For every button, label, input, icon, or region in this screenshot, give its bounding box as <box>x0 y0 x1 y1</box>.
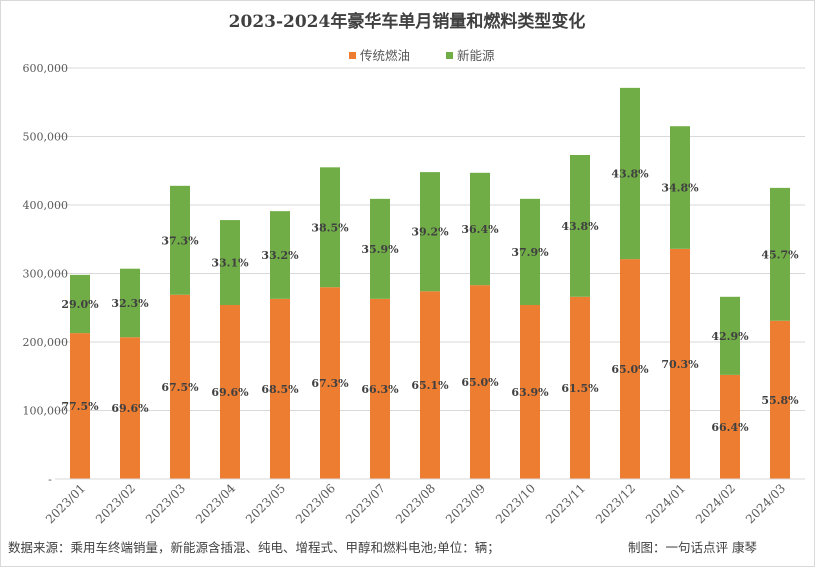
data-label: 33.2% <box>261 249 299 262</box>
x-tick-label: 2023/06 <box>293 481 338 526</box>
data-label: 33.1% <box>211 257 249 270</box>
data-label: 43.8% <box>611 167 649 180</box>
data-label: 65.0% <box>611 363 649 376</box>
x-tick-label: 2023/01 <box>43 481 88 526</box>
bar-nev <box>520 198 540 306</box>
x-tick-label: 2023/07 <box>343 481 388 526</box>
x-tick-label: 2023/12 <box>593 481 638 526</box>
data-label: 35.9% <box>361 243 399 256</box>
author-credit: 制图：一句话点评 康琴 <box>628 540 757 555</box>
x-tick-label: 2023/05 <box>243 481 288 526</box>
data-label: 68.5% <box>261 383 299 396</box>
bar-ice <box>670 248 690 479</box>
bar-nev <box>220 220 240 306</box>
data-label: 39.2% <box>411 226 449 239</box>
data-label: 65.0% <box>461 376 499 389</box>
data-source-note: 数据来源：乘用车终端销量，新能源含插混、纯电、增程式、甲醇和燃料电池;单位：辆； <box>8 540 500 555</box>
bar-ice <box>70 333 90 479</box>
data-label: 66.4% <box>711 421 749 434</box>
legend-swatch-nev <box>446 52 453 59</box>
x-tick-label: 2023/09 <box>443 481 488 526</box>
data-label: 37.3% <box>161 234 199 247</box>
data-label: 69.6% <box>111 402 149 415</box>
bar-nev <box>70 274 90 334</box>
data-label: 63.9% <box>511 386 549 399</box>
x-tick-label: 2023/03 <box>143 481 188 526</box>
data-label: 37.9% <box>511 246 549 259</box>
x-tick-label: 2023/02 <box>93 481 138 526</box>
bar-ice <box>170 294 190 479</box>
legend-label-nev: 新能源 <box>457 48 495 63</box>
data-label: 70.3% <box>661 358 699 371</box>
data-label: 42.9% <box>711 330 749 343</box>
y-tick-label: 600,000 <box>23 62 69 75</box>
x-tick-label: 2024/02 <box>693 481 738 526</box>
bar-nev <box>120 268 140 338</box>
bar-nev <box>720 296 740 375</box>
bar-ice <box>370 298 390 479</box>
y-tick-label: 300,000 <box>23 268 69 281</box>
data-label: 66.3% <box>361 383 399 396</box>
bar-nev <box>770 187 790 321</box>
bar-nev <box>620 87 640 260</box>
data-label: 67.5% <box>161 381 199 394</box>
data-label: 67.3% <box>311 377 349 390</box>
data-label: 65.1% <box>411 379 449 392</box>
data-label: 38.5% <box>311 221 349 234</box>
bar-ice <box>120 337 140 479</box>
bar-nev <box>320 167 340 288</box>
data-label: 77.5% <box>61 400 99 413</box>
x-tick-label: 2023/04 <box>193 481 238 526</box>
bar-nev <box>270 211 290 299</box>
bar-ice <box>270 298 290 479</box>
data-label: 61.5% <box>561 382 599 395</box>
bar-ice <box>720 374 740 479</box>
bar-nev <box>470 172 490 286</box>
data-label: 29.0% <box>61 298 99 311</box>
legend-label-ice: 传统燃油 <box>360 48 410 63</box>
y-tick-label: 200,000 <box>23 336 69 349</box>
y-tick-label: 100,000 <box>23 405 69 418</box>
data-label: 36.4% <box>461 223 499 236</box>
legend-swatch-ice <box>349 52 356 59</box>
bar-ice <box>770 320 790 479</box>
bar-nev <box>170 185 190 295</box>
x-tick-label: 2024/03 <box>743 481 788 526</box>
x-tick-label: 2024/01 <box>643 481 688 526</box>
bar-nev <box>670 126 690 249</box>
data-label: 45.7% <box>761 248 799 261</box>
data-label: 69.6% <box>211 386 249 399</box>
bar-ice <box>320 287 340 479</box>
data-label: 34.8% <box>661 182 699 195</box>
bar-nev <box>570 154 590 297</box>
bar-nev <box>420 172 440 292</box>
data-label: 32.3% <box>111 297 149 310</box>
legend: 传统燃油 新能源 <box>349 48 495 63</box>
y-tick-label: 400,000 <box>23 199 69 212</box>
x-tick-label: 2023/08 <box>393 481 438 526</box>
chart-title: 2023-2024年豪华车单月销量和燃料类型变化 <box>229 11 586 32</box>
bar-ice <box>420 291 440 479</box>
y-tick-label: 500,000 <box>23 131 69 144</box>
bar-ice <box>620 259 640 479</box>
bar-nev <box>370 198 390 299</box>
y-tick-label: - <box>48 473 52 486</box>
bar-ice <box>520 305 540 479</box>
bar-ice <box>470 285 490 479</box>
data-label: 55.8% <box>761 394 799 407</box>
bar-ice <box>220 305 240 479</box>
data-label: 43.8% <box>561 220 599 233</box>
x-tick-label: 2023/10 <box>493 481 538 526</box>
x-tick-label: 2023/11 <box>543 481 588 526</box>
bar-ice <box>570 296 590 479</box>
